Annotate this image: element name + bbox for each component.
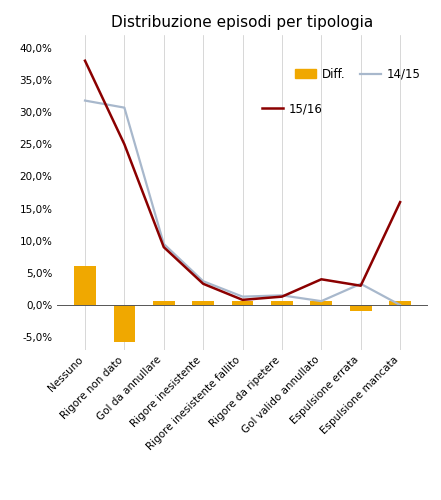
- Bar: [113, 305, 135, 343]
- Bar: [232, 301, 254, 305]
- Bar: [389, 300, 411, 305]
- Legend: 15/16: 15/16: [257, 98, 327, 120]
- Title: Distribuzione episodi per tipologia: Distribuzione episodi per tipologia: [112, 14, 374, 30]
- Bar: [192, 301, 214, 305]
- Bar: [271, 300, 293, 305]
- Bar: [153, 301, 175, 305]
- Bar: [350, 305, 372, 312]
- Bar: [310, 301, 332, 305]
- Bar: [74, 266, 96, 305]
